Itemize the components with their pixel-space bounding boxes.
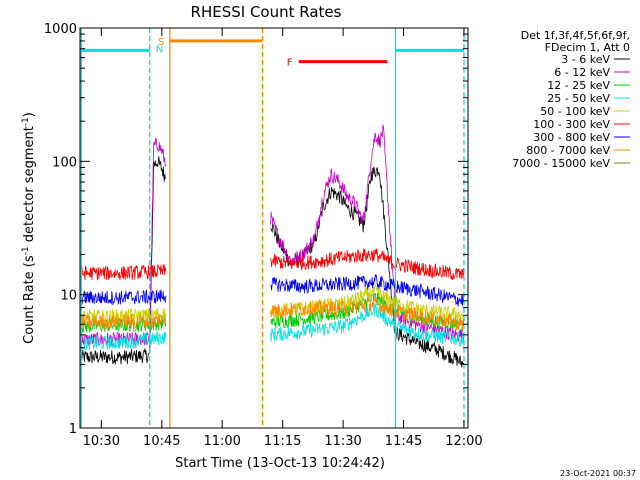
chart-title: RHESSI Count Rates bbox=[191, 3, 342, 21]
series-line-3 bbox=[80, 331, 167, 351]
y-axis-label-part-2: detector segment bbox=[22, 126, 37, 246]
x-tick-label-1: 10:45 bbox=[143, 434, 180, 449]
legend-entry-7: 800 - 7000 keV bbox=[526, 144, 610, 157]
x-tick-label-4: 11:30 bbox=[324, 434, 361, 449]
y-axis-label-part-3: ) bbox=[22, 112, 37, 117]
interval-label-4: F bbox=[287, 58, 293, 69]
series-line-5 bbox=[80, 264, 167, 281]
series-line-7 bbox=[270, 297, 465, 331]
legend-header-0: Det 1f,3f,4f,5f,6f,9f, bbox=[521, 29, 630, 42]
y-tick-label-1: 10 bbox=[60, 289, 77, 304]
legend-header-1: FDecim 1, Att 0 bbox=[545, 41, 630, 54]
series-line-5 bbox=[270, 248, 465, 281]
plot-frame bbox=[79, 27, 469, 429]
series-line-0 bbox=[80, 156, 167, 365]
y-axis-label-sup-1: -1 bbox=[21, 246, 31, 255]
interval-label-3: N bbox=[156, 45, 163, 56]
legend-entry-4: 50 - 100 keV bbox=[540, 105, 610, 118]
plot-data bbox=[80, 124, 465, 368]
series-line-7 bbox=[80, 313, 167, 330]
x-tick-label-0: 10:30 bbox=[83, 434, 120, 449]
legend-entry-5: 100 - 300 keV bbox=[533, 118, 610, 131]
x-tick-label-6: 12:00 bbox=[445, 434, 482, 449]
y-tick-label-3: 1000 bbox=[44, 22, 77, 37]
legend-entry-1: 6 - 12 keV bbox=[554, 66, 610, 79]
axes: 10:30 10:45 11:00 11:15 11:30 11:45 12:00 1 10 10… bbox=[44, 22, 483, 449]
y-axis-label: Count Rate (s-1 detector segment-1) bbox=[21, 112, 37, 344]
legend-entry-3: 25 - 50 keV bbox=[547, 92, 610, 105]
legend-entry-6: 300 - 800 keV bbox=[533, 131, 610, 144]
series-line-3 bbox=[270, 303, 465, 347]
legend: Det 1f,3f,4f,5f,6f,9f,FDecim 1, Att 03 -… bbox=[512, 29, 630, 170]
y-axis-label-sup-2: -1 bbox=[21, 117, 31, 126]
x-axis-label: Start Time (13-Oct-13 10:24:42) bbox=[175, 456, 385, 471]
x-tick-label-3: 11:15 bbox=[264, 434, 301, 449]
series-line-6 bbox=[80, 289, 167, 305]
series-line-1 bbox=[80, 137, 167, 347]
x-tick-label-5: 11:45 bbox=[385, 434, 422, 449]
x-tick-label-2: 11:00 bbox=[203, 434, 240, 449]
legend-entry-0: 3 - 6 keV bbox=[561, 53, 610, 66]
legend-entry-8: 7000 - 15000 keV bbox=[512, 157, 610, 170]
series-line-2 bbox=[270, 292, 465, 332]
y-tick-label-2: 100 bbox=[52, 155, 77, 170]
footer-date: 23-Oct-2021 00:37 bbox=[560, 469, 636, 478]
y-axis-label-part-1: Count Rate (s bbox=[22, 255, 37, 344]
series-line-6 bbox=[270, 274, 465, 307]
interval-label-2: S bbox=[158, 37, 164, 48]
legend-entry-2: 12 - 25 keV bbox=[547, 79, 610, 92]
y-tick-label-0: 1 bbox=[69, 422, 77, 437]
plot-markers: SN F bbox=[80, 28, 465, 428]
